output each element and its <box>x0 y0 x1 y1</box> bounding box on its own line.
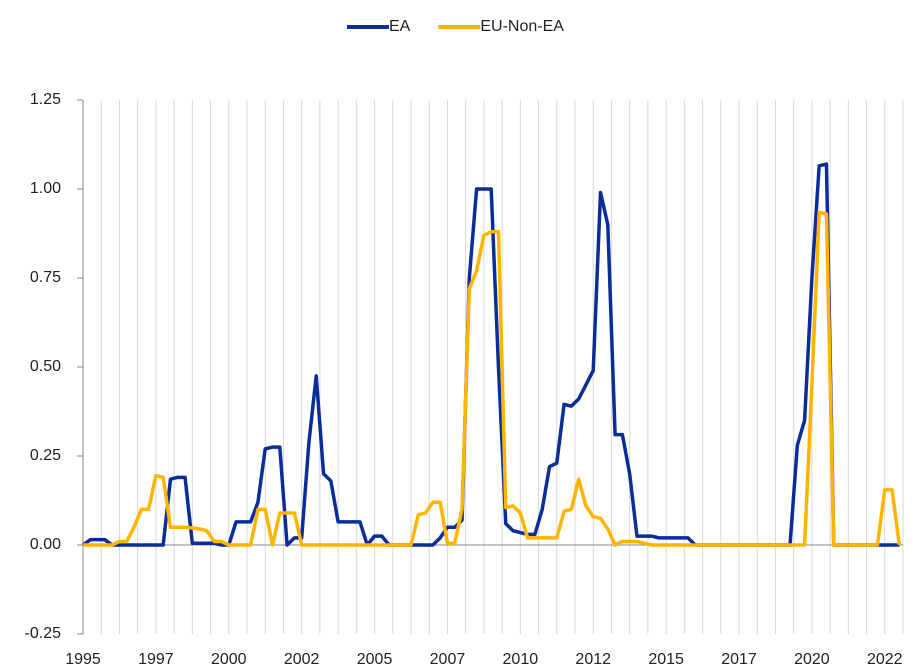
y-tick-label: 1.25 <box>30 91 61 108</box>
x-tick-label: 2012 <box>575 651 611 668</box>
x-tick-label: 2005 <box>357 651 393 668</box>
legend-label: EU-Non-EA <box>480 18 564 35</box>
x-tick-label: 2020 <box>794 651 830 668</box>
series-line <box>81 162 900 547</box>
x-tick-label: 2010 <box>503 651 539 668</box>
x-tick-label: 2022 <box>867 651 903 668</box>
x-tick-label: 1995 <box>65 651 101 668</box>
series-line <box>83 210 902 547</box>
y-tick-label: 1.00 <box>30 180 61 197</box>
y-tick-label: 0.50 <box>30 358 61 375</box>
x-tick-label: 2007 <box>430 651 466 668</box>
x-tick-label: 2002 <box>284 651 320 668</box>
x-tick-label: 2000 <box>211 651 247 668</box>
y-tick-label: 0.75 <box>30 269 61 286</box>
legend-label: EA <box>389 18 411 35</box>
y-tick-label: 0.00 <box>30 536 61 553</box>
x-tick-label: 2017 <box>721 651 757 668</box>
x-tick-label: 2015 <box>648 651 684 668</box>
x-tick-label: 1997 <box>138 651 174 668</box>
y-tick-label: 0.25 <box>30 447 61 464</box>
y-tick-label: -0.25 <box>25 625 62 642</box>
